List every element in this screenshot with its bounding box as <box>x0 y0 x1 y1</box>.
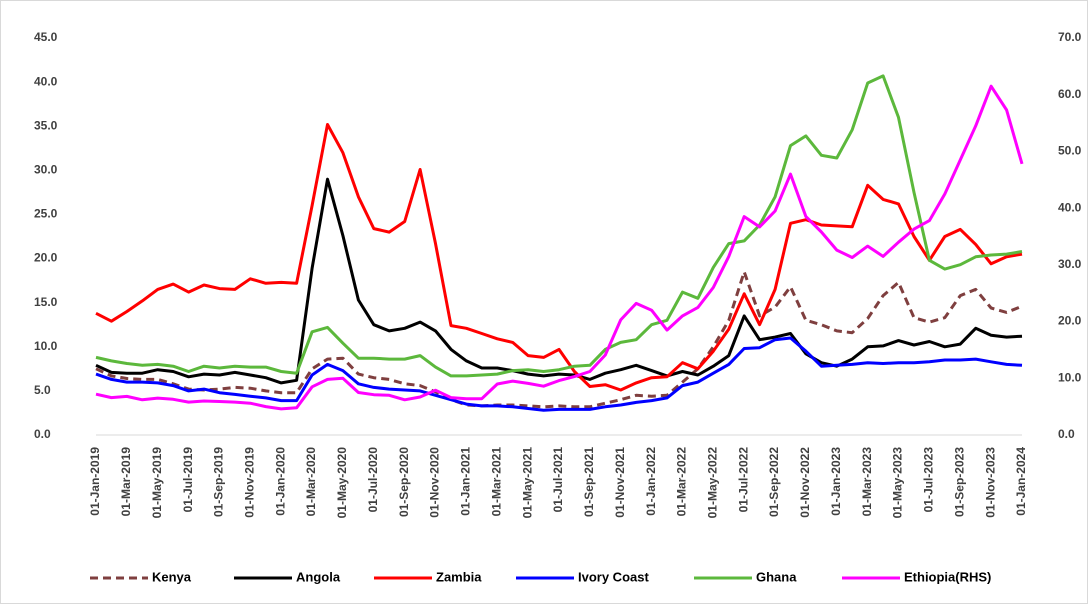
series-line <box>95 177 1023 385</box>
x-tick-label: 01-Sep-2022 <box>767 447 781 517</box>
y-tick-label: 5.0 <box>34 383 51 397</box>
x-tick-label: 01-Jul-2020 <box>366 447 380 513</box>
x-tick-label: 01-Sep-2020 <box>397 447 411 517</box>
legend-label: Kenya <box>152 569 192 584</box>
x-tick-label: 01-May-2022 <box>706 447 720 519</box>
x-tick-label: 01-Mar-2023 <box>860 447 874 517</box>
y2-tick-label: 30.0 <box>1058 257 1082 271</box>
x-tick-label: 01-Jan-2021 <box>459 447 473 516</box>
y2-tick-label: 70.0 <box>1058 30 1082 44</box>
x-tick-label: 01-Jan-2019 <box>88 447 102 516</box>
y-tick-label: 20.0 <box>34 251 58 265</box>
y-tick-label: 35.0 <box>34 118 58 132</box>
x-tick-label: 01-Jan-2022 <box>644 447 658 516</box>
legend-label: Ethiopia(RHS) <box>904 569 991 584</box>
series-line <box>95 270 1023 409</box>
series-line <box>95 336 1023 412</box>
x-tick-label: 01-Sep-2023 <box>952 447 966 517</box>
x-tick-label: 01-Mar-2022 <box>675 447 689 517</box>
x-tick-label: 01-Jan-2023 <box>829 447 843 516</box>
y-tick-label: 45.0 <box>34 30 58 44</box>
x-tick-label: 01-Nov-2019 <box>243 447 257 518</box>
y2-tick-label: 20.0 <box>1058 314 1082 328</box>
series-line <box>95 84 1024 411</box>
y-tick-label: 30.0 <box>34 163 58 177</box>
series-line <box>95 74 1023 378</box>
x-tick-label: 01-Jul-2023 <box>922 447 936 513</box>
x-tick-label: 01-Mar-2020 <box>304 447 318 517</box>
legend-label: Angola <box>296 569 341 584</box>
x-tick-label: 01-May-2023 <box>891 447 905 519</box>
x-tick-label: 01-May-2021 <box>520 447 534 519</box>
x-tick-label: 01-Jul-2021 <box>551 447 565 513</box>
x-tick-label: 01-May-2019 <box>150 447 164 519</box>
x-tick-label: 01-Nov-2022 <box>798 447 812 518</box>
x-tick-label: 01-May-2020 <box>335 447 349 519</box>
legend-label: Ghana <box>756 569 797 584</box>
y-tick-label: 40.0 <box>34 74 58 88</box>
x-tick-label: 01-Mar-2021 <box>489 447 503 517</box>
x-tick-label: 01-Nov-2020 <box>428 447 442 518</box>
x-tick-label: 01-Sep-2021 <box>582 447 596 517</box>
legend-label: Ivory Coast <box>578 569 649 584</box>
x-tick-label: 01-Sep-2019 <box>212 447 226 517</box>
x-tick-label: 01-Jul-2022 <box>736 447 750 513</box>
x-tick-label: 01-Jan-2020 <box>273 447 287 516</box>
x-tick-label: 01-Nov-2021 <box>613 447 627 518</box>
y-tick-label: 10.0 <box>34 339 58 353</box>
x-tick-label: 01-Jul-2019 <box>181 447 195 513</box>
legend-label: Zambia <box>436 569 482 584</box>
y2-tick-label: 0.0 <box>1058 427 1075 441</box>
x-tick-label: 01-Jan-2024 <box>1014 447 1028 516</box>
x-tick-label: 01-Mar-2019 <box>119 447 133 517</box>
y2-tick-label: 60.0 <box>1058 87 1082 101</box>
y-tick-label: 0.0 <box>34 427 51 441</box>
y2-tick-label: 10.0 <box>1058 370 1082 384</box>
y-tick-label: 25.0 <box>34 207 58 221</box>
y2-tick-label: 50.0 <box>1058 144 1082 158</box>
y-tick-label: 15.0 <box>34 295 58 309</box>
x-tick-label: 01-Nov-2023 <box>983 447 997 518</box>
series-line <box>95 123 1023 392</box>
y2-tick-label: 40.0 <box>1058 200 1082 214</box>
